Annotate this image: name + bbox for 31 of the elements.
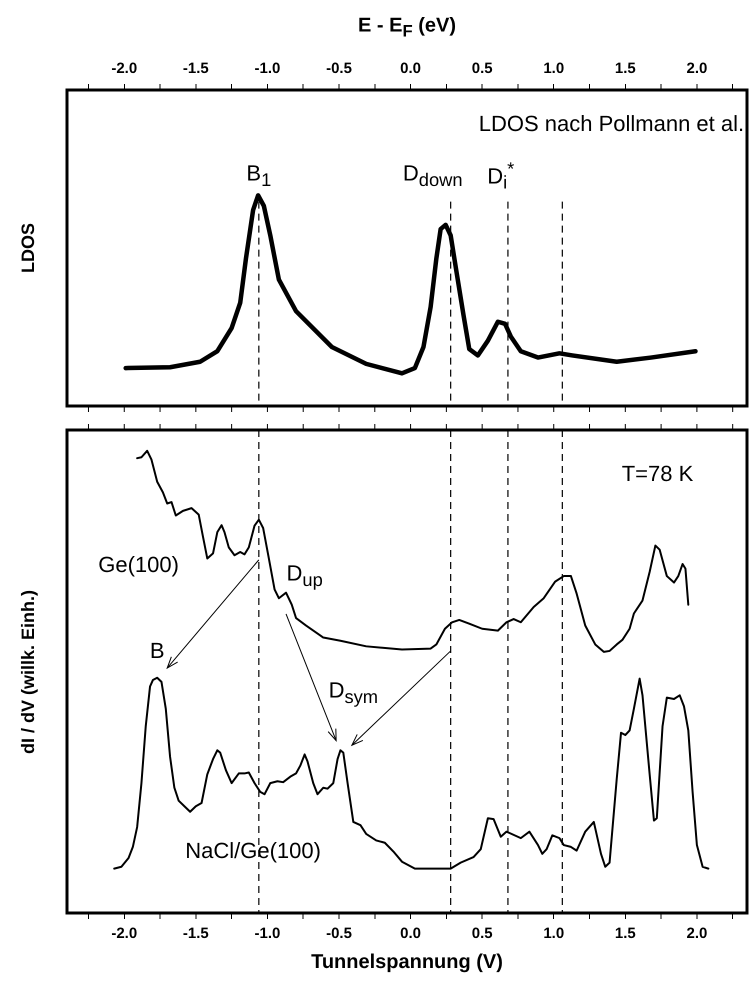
x-axis-title: Tunnelspannung (V) (311, 951, 503, 973)
annotation: T=78 K (622, 460, 694, 486)
x-tick-label: 1.0 (543, 60, 564, 78)
x-tick-label: 1.5 (614, 925, 636, 942)
annotation: D$_{up}$ (286, 560, 323, 590)
x-tick-label: -1.5 (182, 925, 209, 942)
x-tick-label: -2.0 (111, 925, 138, 942)
text: D$_{down}$ (402, 161, 463, 190)
x-tick-label: -0.5 (326, 60, 352, 78)
x-axis-title: E - E$_{F}$ (eV) (358, 14, 456, 41)
x-tick-label: 2.0 (686, 60, 708, 78)
x-tick-label: 1.5 (614, 60, 636, 78)
x-tick-label: 0.5 (472, 925, 493, 942)
y-axis-title: dI / dV (willk. Einh.) (18, 589, 38, 754)
x-tick-label: 0.0 (400, 60, 422, 78)
annotation: D$_{sym}$ (328, 678, 378, 708)
x-tick-label: -0.5 (326, 925, 352, 942)
x-tick-label: 1.0 (543, 925, 564, 942)
y-axis-title: LDOS (18, 222, 38, 274)
series-label: NaCl/Ge(100) (185, 838, 321, 864)
text: B$_{1}$ (246, 161, 272, 190)
text: LDOS nach Pollmann et al. (478, 110, 744, 136)
x-tick-label: -1.0 (254, 60, 280, 78)
x-tick-label: 0.5 (472, 60, 493, 78)
x-tick-label: -2.0 (111, 60, 138, 78)
series-label: Ge(100) (98, 552, 179, 577)
x-tick-label: 0.0 (400, 925, 422, 942)
x-tick-label: 2.0 (686, 925, 708, 942)
annotation: B (150, 638, 165, 663)
x-tick-label: -1.0 (254, 925, 280, 942)
x-tick-label: -1.5 (182, 60, 209, 78)
